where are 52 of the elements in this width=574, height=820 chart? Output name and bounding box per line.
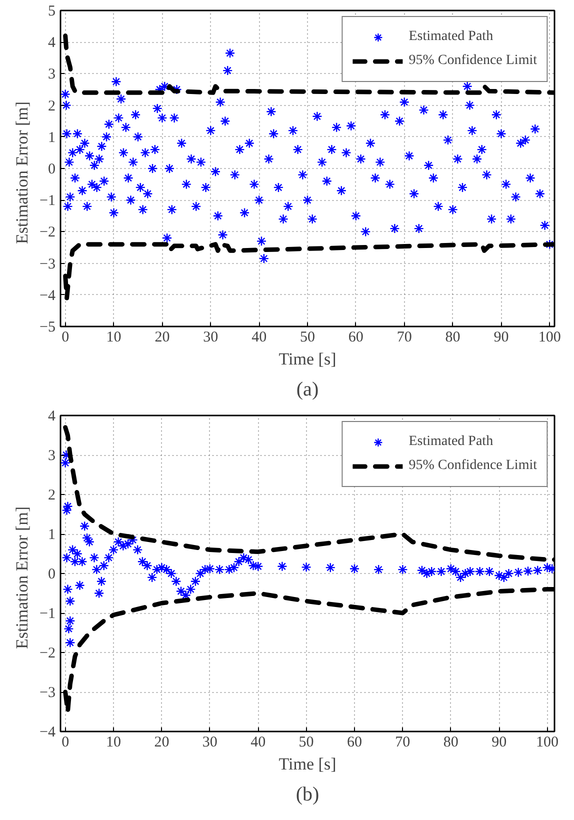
x-tick-label: 0	[62, 330, 70, 346]
x-tick-label: 30	[202, 734, 218, 750]
x-tick-label: 30	[203, 330, 218, 346]
legend-label: Estimated Path	[408, 434, 494, 450]
x-tick-label: 50	[298, 734, 314, 750]
x-tick-label: 90	[492, 734, 507, 750]
legend-label: 95% Confidence Limit	[408, 458, 537, 474]
x-tick-label: 70	[396, 330, 412, 346]
y-tick-label: 2	[48, 488, 56, 504]
x-axis-title: Time [s]	[278, 754, 336, 774]
y-tick-label: −1	[40, 193, 56, 210]
y-tick-label: 3	[48, 66, 56, 83]
x-tick-label: 10	[106, 734, 122, 750]
y-tick-label: −4	[40, 288, 56, 304]
x-tick-label: 60	[346, 734, 362, 750]
x-tick-label: 40	[252, 330, 267, 346]
y-tick-label: 1	[48, 130, 56, 146]
x-tick-label: 20	[154, 330, 170, 346]
x-tick-label: 50	[300, 330, 315, 346]
y-tick-label: −5	[40, 320, 56, 336]
y-tick-label: 0	[48, 566, 56, 582]
y-tick-label: 4	[48, 35, 56, 52]
y-tick-label: 2	[48, 98, 56, 114]
x-tick-label: 20	[154, 734, 170, 750]
legend-label: Estimated Path	[408, 29, 494, 45]
y-tick-label: 3	[48, 448, 56, 464]
y-tick-label: 4	[48, 408, 56, 424]
legend-label: 95% Confidence Limit	[408, 53, 537, 69]
y-tick-label: 0	[48, 162, 56, 178]
y-tick-label: −2	[40, 646, 56, 662]
y-tick-label: −4	[40, 724, 56, 740]
x-tick-label: 40	[250, 734, 266, 750]
y-tick-label: −3	[40, 685, 56, 701]
y-tick-label: 5	[48, 4, 56, 20]
y-axis-title: Estimation Error [m]	[12, 101, 32, 244]
x-tick-label: 0	[62, 734, 70, 750]
y-tick-label: −3	[40, 256, 56, 272]
y-axis-title: Estimation Error [m]	[12, 506, 32, 650]
x-tick-label: 80	[445, 330, 460, 346]
y-tick-label: −1	[40, 606, 56, 622]
x-tick-label: 80	[443, 734, 458, 750]
x-tick-label: 100	[536, 734, 559, 750]
x-tick-label: 10	[106, 330, 122, 346]
x-tick-label: 100	[538, 330, 561, 346]
x-tick-label: 90	[494, 330, 509, 346]
x-axis-title: Time [s]	[278, 350, 336, 368]
y-tick-label: 1	[48, 527, 56, 543]
x-tick-label: 60	[348, 330, 364, 346]
y-tick-label: −2	[40, 224, 56, 241]
text: (b)	[296, 784, 320, 806]
x-tick-label: 70	[395, 734, 410, 750]
text: (a)	[296, 378, 319, 400]
